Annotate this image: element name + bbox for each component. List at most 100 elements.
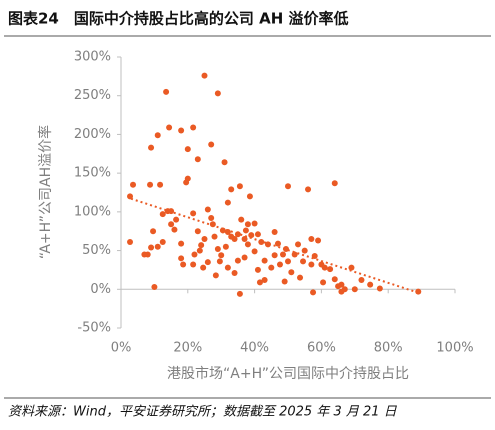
point (241, 235, 248, 242)
point (218, 252, 225, 259)
point (331, 276, 338, 283)
point (301, 247, 308, 254)
point (305, 186, 312, 193)
point (204, 206, 211, 213)
source: 资料来源：Wind，平安证券研究所；数据截至 2025 年 3 月 21 日 (8, 404, 398, 420)
point (221, 159, 228, 166)
point (224, 228, 231, 235)
point (256, 279, 263, 286)
point (190, 210, 197, 217)
point (268, 264, 275, 271)
point (300, 258, 307, 265)
point (276, 261, 283, 268)
point (214, 246, 221, 253)
point (348, 264, 355, 271)
point (190, 261, 197, 268)
point (320, 279, 327, 286)
point (194, 156, 201, 163)
point (282, 246, 289, 253)
point (331, 180, 338, 187)
point (184, 146, 191, 153)
point (254, 266, 261, 273)
point (310, 289, 317, 296)
point (212, 272, 219, 279)
y-tick-label: 50% (82, 243, 111, 258)
point (315, 237, 322, 244)
point (251, 248, 258, 255)
point (234, 257, 241, 264)
point (241, 254, 248, 261)
point (180, 261, 187, 268)
y-tick-label: 0% (90, 282, 111, 297)
point (166, 124, 173, 131)
point (327, 266, 334, 273)
point (201, 235, 208, 242)
point (198, 242, 205, 249)
point (144, 251, 151, 258)
point (148, 244, 155, 251)
point (351, 286, 358, 293)
y-tick-label: 150% (74, 166, 111, 181)
point (224, 199, 231, 206)
point (236, 290, 243, 297)
point (201, 72, 208, 79)
point (157, 181, 164, 188)
point (127, 239, 134, 246)
x-tick-label: 0% (111, 341, 132, 356)
title: 图表24 国际中介持股占比高的公司 AH 溢价率低 (8, 10, 348, 28)
x-tick-label: 60% (307, 341, 336, 356)
point (178, 240, 185, 247)
point (285, 258, 291, 265)
point (248, 232, 255, 239)
point (231, 270, 238, 277)
point (173, 216, 180, 223)
point (130, 181, 137, 188)
point (234, 231, 241, 238)
point (321, 264, 328, 271)
point (261, 257, 268, 264)
point (151, 283, 158, 290)
point (376, 285, 383, 292)
point (148, 144, 155, 151)
point (208, 215, 215, 222)
point (311, 252, 318, 259)
point (224, 264, 231, 271)
y-tick-label: 200% (74, 127, 111, 142)
x-tick-label: 100% (436, 341, 473, 356)
x-tick-label: 20% (173, 341, 202, 356)
point (288, 269, 295, 276)
point (338, 288, 345, 295)
point (216, 258, 223, 265)
point (367, 281, 374, 288)
y-tick-label: 100% (74, 204, 111, 219)
x-tick-label: 80% (374, 341, 403, 356)
point (264, 241, 271, 248)
point (358, 276, 365, 283)
point (274, 240, 281, 247)
point (338, 281, 345, 288)
point (183, 179, 190, 186)
x-tick-label: 40% (240, 341, 269, 356)
point (308, 235, 315, 242)
point (191, 251, 198, 258)
point (200, 264, 207, 271)
point (222, 243, 229, 250)
point (271, 252, 278, 259)
point (279, 251, 286, 258)
point (214, 90, 221, 97)
point (159, 211, 166, 218)
point (254, 231, 261, 238)
point (168, 208, 175, 215)
point (295, 241, 302, 248)
point (178, 255, 185, 262)
point (159, 239, 166, 246)
point (238, 216, 245, 223)
point (251, 220, 258, 227)
point (246, 193, 253, 200)
point (297, 274, 304, 281)
point (231, 235, 238, 242)
point (204, 259, 211, 266)
point (209, 221, 216, 228)
point (244, 241, 251, 248)
